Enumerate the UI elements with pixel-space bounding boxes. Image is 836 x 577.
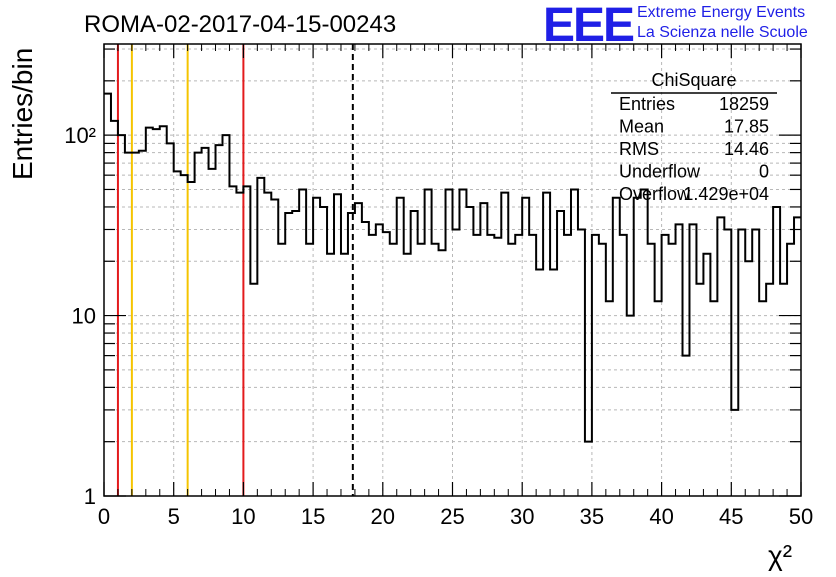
stats-row-value: 14.46 [724,139,769,159]
histogram-outline [104,92,801,443]
stats-row-label: Mean [619,117,664,137]
stats-row-value: 1.429e+04 [683,184,769,204]
stats-row-value: 18259 [719,94,769,114]
axis-ticks [103,44,802,497]
logo-line-2: La Scienza nelle Scuole [637,24,808,41]
stats-row-value: 0 [759,162,769,182]
stats-row-label: RMS [619,139,659,159]
x-tick-label: 40 [649,504,673,529]
x-tick-labels: 0 5 10 15 20 25 30 35 40 45 50 [98,504,813,529]
y-axis-label: Entries/bin [7,48,38,180]
x-tick-label: 25 [440,504,464,529]
stats-rows: Entries 18259 Mean 17.85 RMS 14.46 Underflow 0 O… [619,94,769,204]
reference-lines [116,44,354,496]
stats-box: ChiSquare Entries 18259 Mean 17.85 RMS 14.46 U… [611,70,777,204]
x-tick-label: 0 [98,504,110,529]
x-tick-label: 50 [789,504,813,529]
y-tick-label: 10² [64,123,96,148]
x-tick-label: 30 [510,504,534,529]
grid-lines [104,44,801,496]
x-tick-label: 15 [301,504,325,529]
x-tick-label: 10 [231,504,255,529]
stats-row-label: Overflow [619,184,691,204]
eee-logo-mark: EEE [543,0,635,52]
chart-title: ROMA-02-2017-04-15-00243 [84,11,396,38]
stats-row-label: Entries [619,94,675,114]
stats-title: ChiSquare [651,70,736,90]
y-tick-label: 1 [84,484,96,509]
stats-row-label: Underflow [619,162,701,182]
y-tick-labels: 1 10 10² [64,123,96,509]
x-tick-label: 35 [580,504,604,529]
x-tick-label: 20 [371,504,395,529]
x-tick-label: 45 [719,504,743,529]
stats-row-value: 17.85 [724,117,769,137]
y-tick-label: 10 [72,304,96,329]
logo-line-1: Extreme Energy Events [637,4,806,21]
x-tick-label: 5 [168,504,180,529]
x-axis-label: χ² [768,540,792,571]
